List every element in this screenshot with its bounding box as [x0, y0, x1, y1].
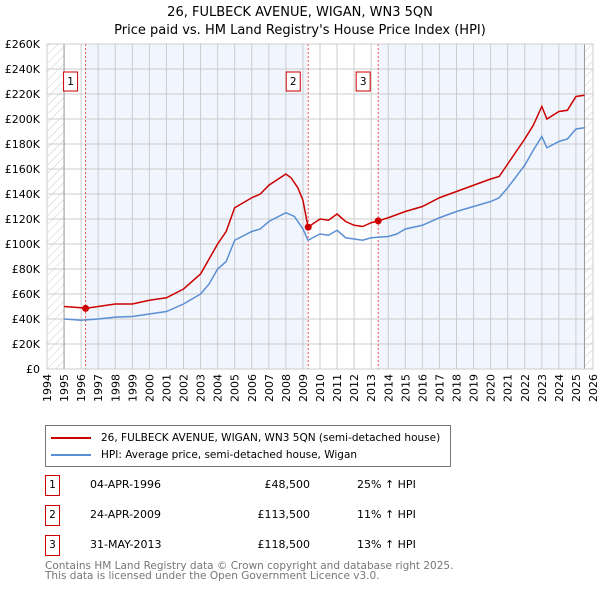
- y-tick-label: £160K: [5, 163, 41, 176]
- y-tick-label: £260K: [5, 38, 41, 51]
- y-tick-label: £20K: [12, 338, 41, 351]
- x-tick-label: 2024: [553, 374, 566, 402]
- legend-swatch: [51, 454, 91, 456]
- shaded-period: [85, 44, 309, 369]
- y-tick-label: £140K: [5, 188, 41, 201]
- x-tick-label: 2011: [331, 374, 344, 402]
- x-tick-label: 2003: [195, 374, 208, 402]
- x-tick-label: 2022: [519, 374, 532, 402]
- x-tick-label: 2018: [451, 374, 464, 402]
- y-tick-label: £40K: [12, 313, 41, 326]
- sale-label: 2: [290, 76, 297, 88]
- x-tick-label: 2025: [570, 374, 583, 402]
- property-price-line: [64, 94, 585, 310]
- legend-label: 26, FULBECK AVENUE, WIGAN, WN3 5QN (semi…: [101, 432, 441, 444]
- sale-number: 3: [45, 535, 60, 556]
- y-tick-label: £60K: [12, 288, 41, 301]
- sale-number: 1: [45, 475, 60, 496]
- x-tick-label: 2023: [536, 374, 549, 402]
- sale-label-box: [285, 71, 301, 92]
- sale-label: 3: [360, 76, 367, 88]
- sale-price: £113,500: [257, 508, 311, 521]
- legend-label: HPI: Average price, semi-detached house,…: [101, 449, 358, 461]
- x-tick-label: 1994: [41, 374, 54, 402]
- x-tick-label: 2026: [587, 374, 600, 402]
- x-tick-label: 1998: [109, 374, 122, 402]
- sale-hpi-diff: 11% ↑ HPI: [357, 508, 416, 521]
- x-tick-label: 2013: [365, 374, 378, 402]
- legend-item-property: 26, FULBECK AVENUE, WIGAN, WN3 5QN (semi…: [51, 430, 440, 446]
- legend: 26, FULBECK AVENUE, WIGAN, WN3 5QN (semi…: [45, 425, 451, 467]
- x-tick-label: 2021: [502, 374, 515, 402]
- x-tick-label: 2004: [212, 374, 225, 402]
- sale-price: £118,500: [257, 538, 311, 551]
- sale-hpi-diff: 13% ↑ HPI: [357, 538, 416, 551]
- x-tick-label: 1996: [75, 374, 88, 402]
- sale-row: 3 31-MAY-2013 £118,500 13% ↑ HPI: [45, 535, 465, 556]
- sale-point: [304, 223, 312, 231]
- y-tick-label: £240K: [5, 63, 41, 76]
- sale-label-box: [63, 71, 79, 92]
- x-tick-label: 2017: [433, 374, 446, 402]
- y-tick-label: £0: [26, 363, 40, 376]
- chart-title: 26, FULBECK AVENUE, WIGAN, WN3 5QN Price…: [0, 4, 600, 40]
- x-tick-label: 2015: [399, 374, 412, 402]
- sale-number: 2: [45, 505, 60, 526]
- price-chart: 1994 1995 1996 1997 1998 1999 2000 2001 2002 2003…: [5, 38, 600, 402]
- footer-copyright: Contains HM Land Registry data © Crown c…: [45, 560, 454, 572]
- y-tick-label: £120K: [5, 213, 41, 226]
- x-tick-label: 2005: [229, 374, 242, 402]
- sale-date: 31-MAY-2013: [90, 538, 162, 551]
- x-tick-label: 2016: [416, 374, 429, 402]
- x-tick-label: 2014: [382, 374, 395, 402]
- sale-price: £48,500: [264, 478, 311, 491]
- legend-swatch: [51, 437, 91, 439]
- x-tick-label: 2019: [468, 374, 481, 402]
- footer: Contains HM Land Registry data © Crown c…: [45, 560, 454, 582]
- shaded-period: [378, 44, 585, 369]
- x-tick-label: 2007: [263, 374, 276, 402]
- x-tick-label: 2008: [280, 374, 293, 402]
- sale-point: [374, 217, 382, 225]
- x-tick-label: 2002: [178, 374, 191, 402]
- legend-item-hpi: HPI: Average price, semi-detached house,…: [51, 447, 357, 463]
- y-tick-label: £200K: [5, 113, 41, 126]
- x-tick-label: 1995: [58, 374, 71, 402]
- x-tick-label: 2020: [485, 374, 498, 402]
- x-tick-label: 2009: [297, 374, 310, 402]
- y-tick-label: £220K: [5, 88, 41, 101]
- sale-hpi-diff: 25% ↑ HPI: [357, 478, 416, 491]
- x-tick-label: 2010: [314, 374, 327, 402]
- sale-row: 1 04-APR-1996 £48,500 25% ↑ HPI: [45, 475, 465, 496]
- y-tick-label: £180K: [5, 138, 41, 151]
- sale-point: [82, 304, 90, 312]
- plot-border: [46, 43, 594, 370]
- x-tick-label: 1997: [92, 374, 105, 402]
- x-tick-label: 2006: [246, 374, 259, 402]
- x-tick-label: 2012: [348, 374, 361, 402]
- x-tick-label: 1999: [126, 374, 139, 402]
- sale-row: 2 24-APR-2009 £113,500 11% ↑ HPI: [45, 505, 465, 526]
- no-data-region-left: [47, 44, 65, 369]
- sale-label-box: [355, 71, 371, 92]
- y-tick-label: £80K: [12, 263, 41, 276]
- y-tick-label: £100K: [5, 238, 41, 251]
- x-tick-label: 2000: [143, 374, 156, 402]
- subtitle: Price paid vs. HM Land Registry's House …: [114, 23, 486, 38]
- sale-date: 24-APR-2009: [90, 508, 162, 521]
- no-data-region-right: [584, 44, 593, 369]
- footer-licence: This data is licensed under the Open Gov…: [45, 570, 380, 582]
- title: 26, FULBECK AVENUE, WIGAN, WN3 5QN: [167, 5, 433, 20]
- hpi-line: [64, 127, 585, 322]
- sale-date: 04-APR-1996: [90, 478, 162, 491]
- x-tick-label: 2001: [160, 374, 173, 402]
- sale-label: 1: [67, 76, 74, 88]
